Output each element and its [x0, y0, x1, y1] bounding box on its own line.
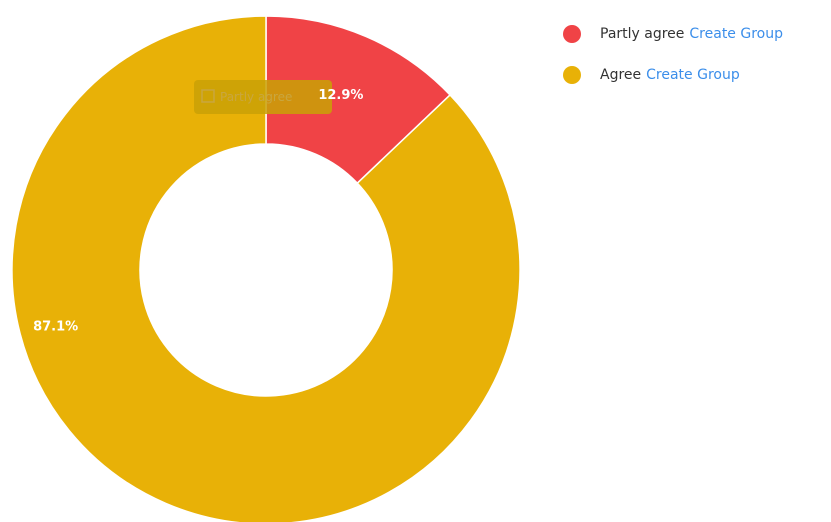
legend-label-agree: Agree: [600, 67, 642, 83]
tooltip-swatch: [201, 89, 215, 103]
data-label-agree: 87.1%: [33, 320, 78, 335]
donut-slices: [11, 15, 521, 522]
legend-item-agree[interactable]: Agree Create Group: [563, 63, 831, 87]
tooltip-label: Partly agree: [220, 90, 292, 104]
hover-tooltip: Partly agree: [194, 80, 332, 114]
legend-swatch-agree: [563, 66, 581, 84]
legend-item-partly-agree[interactable]: Partly agree Create Group: [563, 22, 831, 46]
slice-agree[interactable]: [11, 15, 521, 522]
tooltip-background: [194, 80, 332, 114]
legend-label-partly-agree: Partly agree: [600, 26, 685, 42]
donut-data-labels: 12.9% 87.1%: [33, 88, 363, 335]
chart-legend: Partly agree Create Group Agree Create G…: [563, 22, 831, 104]
create-group-link-partly-agree[interactable]: Create Group: [689, 26, 783, 42]
legend-swatch-partly-agree: [563, 25, 581, 43]
create-group-link-agree[interactable]: Create Group: [646, 67, 740, 83]
data-label-partly-agree: 12.9%: [318, 88, 363, 103]
slice-partly-agree[interactable]: [265, 15, 452, 185]
